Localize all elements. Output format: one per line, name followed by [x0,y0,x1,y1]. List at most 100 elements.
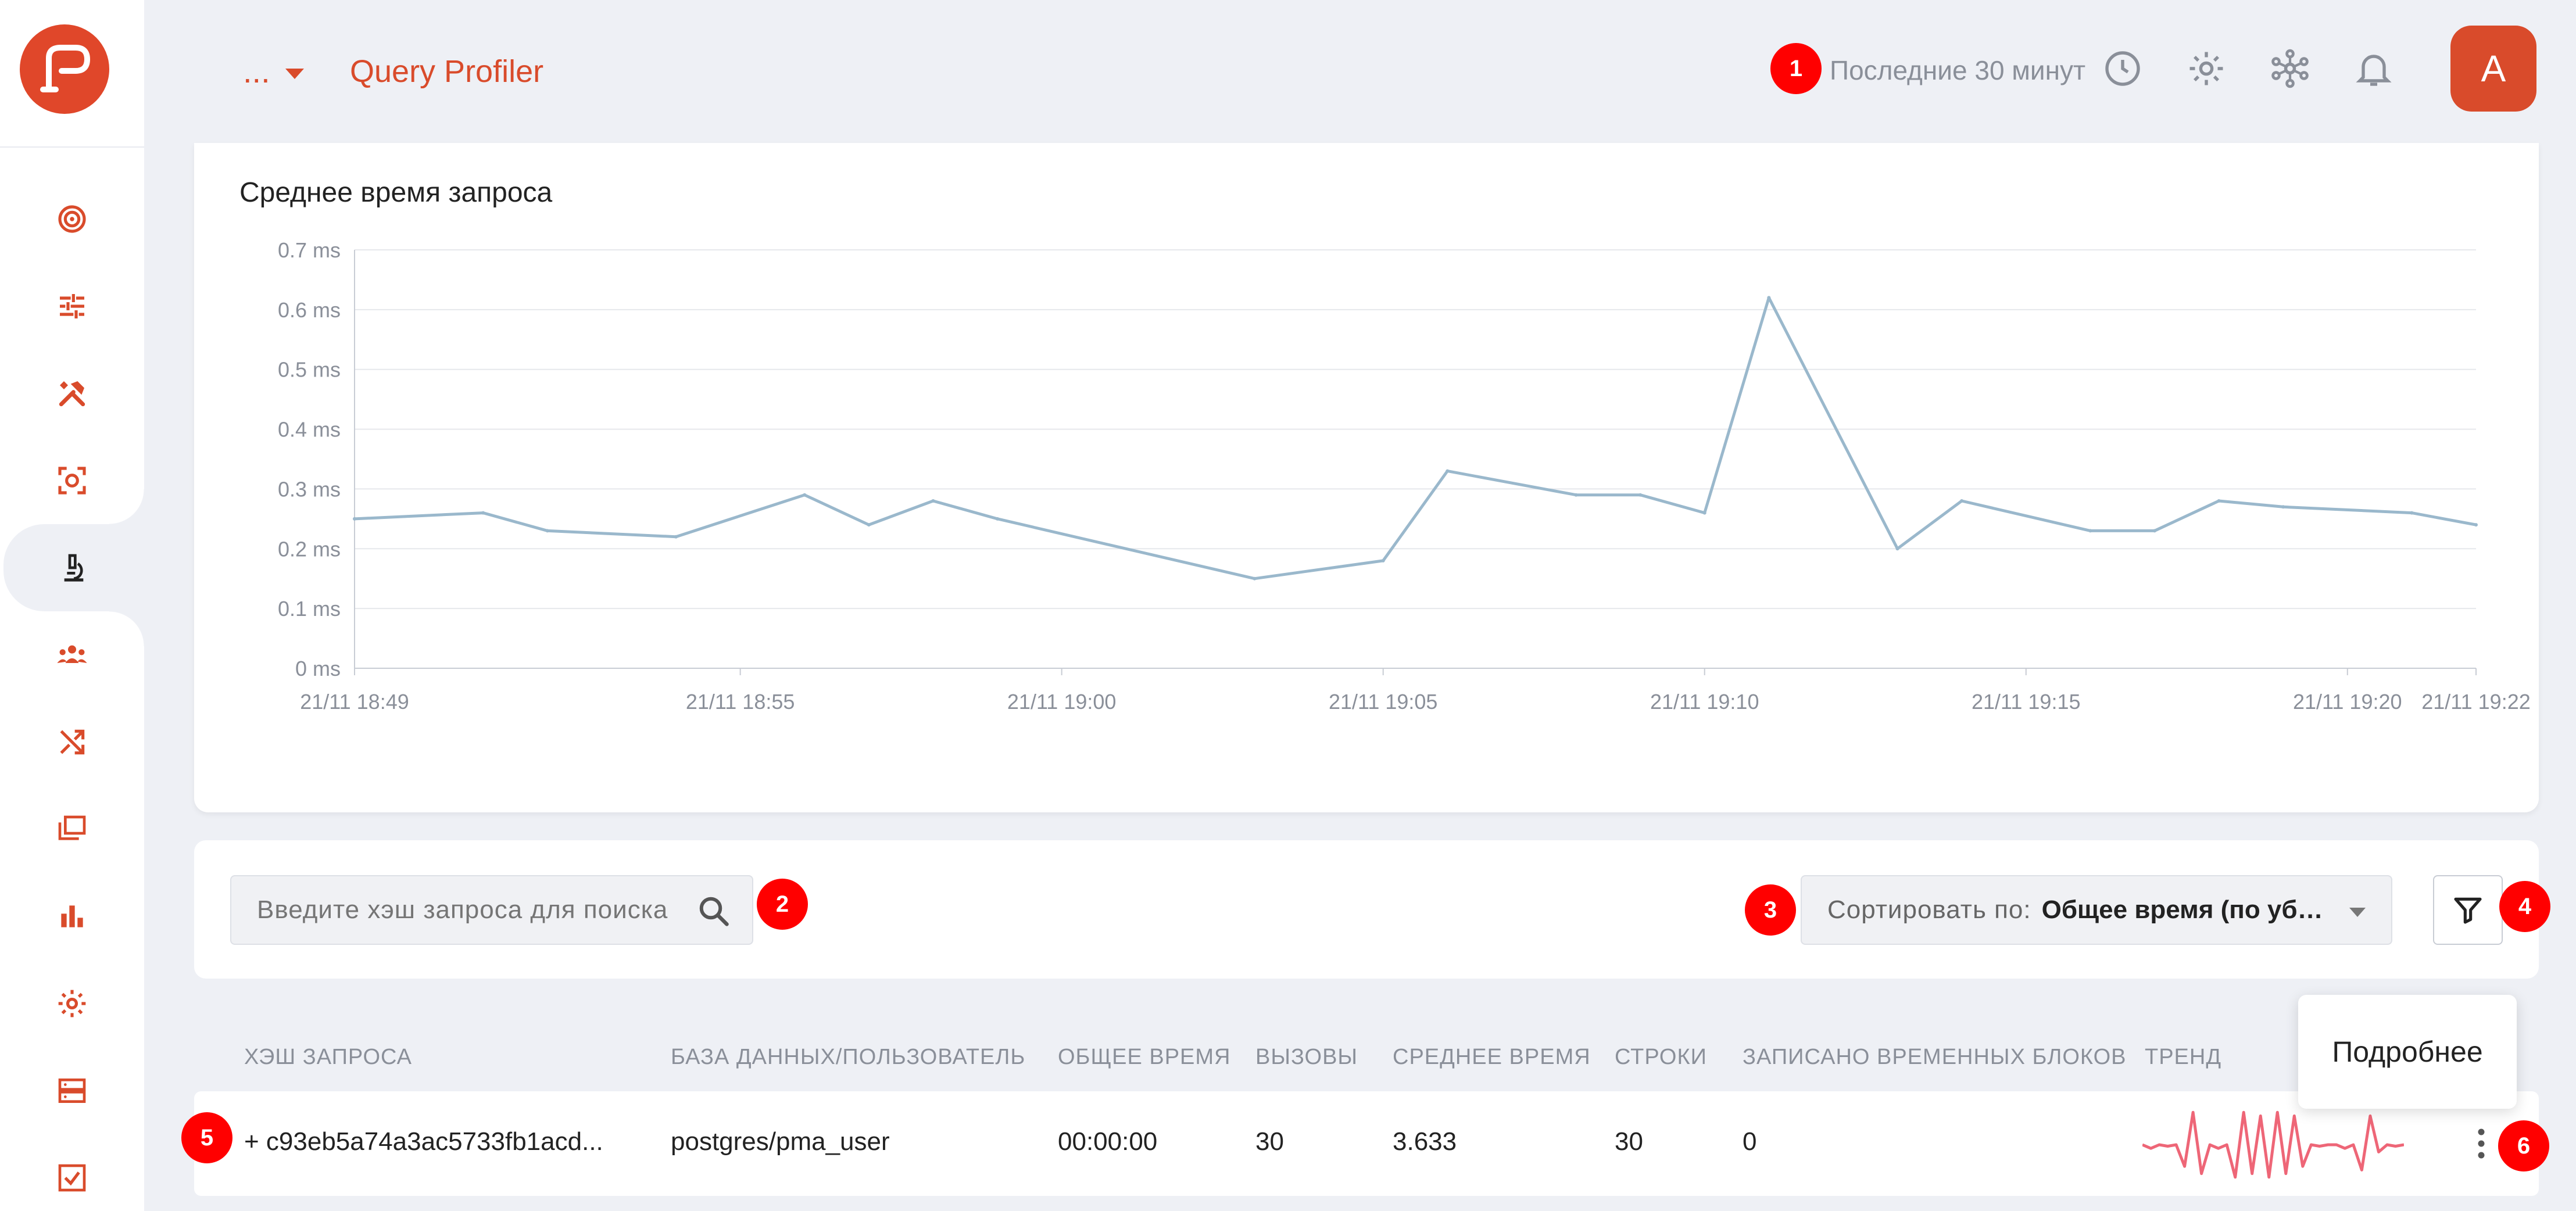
row-calls: 30 [1255,1127,1284,1156]
sidebar-item-tools[interactable] [0,350,144,437]
logo-icon [40,45,91,92]
annotation-badge-5: 5 [181,1112,232,1163]
sidebar-item-monitoring[interactable] [0,175,144,263]
y-tick-label: 0.4 ms [278,418,341,442]
server-icon [58,1079,86,1103]
annotation-badge-6: 6 [2498,1120,2549,1171]
sliders-icon [60,294,84,318]
row-total-time: 00:00:00 [1058,1127,1158,1156]
chevron-down-icon [285,68,304,79]
data-point [2217,499,2221,503]
column-header-calls[interactable]: ВЫЗОВЫ [1255,1045,1358,1069]
data-point [931,499,935,503]
sidebar-item-settings-tuning[interactable] [0,263,144,350]
x-tick-label: 21/11 18:49 [300,690,409,714]
x-tick-label: 21/11 19:10 [1650,690,1759,714]
search-input[interactable] [231,895,673,925]
column-header-hash[interactable]: ХЭШ ЗАПРОСА [244,1045,412,1069]
filter-button[interactable] [2433,875,2503,945]
trend-sparkline [2142,1110,2404,1179]
details-tooltip[interactable]: Подробнее [2298,995,2517,1109]
column-header-rows[interactable]: СТРОКИ [1615,1045,1707,1069]
sort-select[interactable]: Сортировать по: Общее время (по убыванию… [1801,875,2392,945]
sidebar-item-statistics[interactable] [0,873,144,960]
data-point [2088,529,2092,533]
gear-icon [58,990,86,1017]
x-tick-label: 21/11 18:55 [686,690,795,714]
folders-icon [58,815,86,840]
more-label: ... [243,53,270,89]
data-point [545,529,549,533]
user-avatar[interactable]: A [2450,26,2536,112]
settings-gear-icon[interactable] [2185,48,2227,89]
table-row[interactable] [194,1091,2539,1196]
data-point [1767,296,1771,300]
clock-icon[interactable] [2102,48,2144,89]
annotation-badge-2: 2 [757,879,808,930]
time-range-selector[interactable]: Последние 30 минут [1830,55,2086,85]
annotation-badge-3: 3 [1745,884,1796,936]
page-title: Query Profiler [350,54,544,89]
chart-title: Среднее время запроса [239,177,553,208]
network-icon[interactable] [2269,48,2311,89]
y-tick-label: 0.5 ms [278,358,341,382]
app-logo[interactable] [20,24,109,114]
column-header-total-time[interactable]: ОБЩЕЕ ВРЕМЯ [1058,1045,1231,1069]
row-rows: 30 [1615,1127,1643,1156]
sidebar-item-collections[interactable] [0,786,144,873]
data-point [1381,558,1385,562]
data-point [1446,469,1450,473]
row-avg-time: 3.633 [1393,1127,1457,1156]
data-point [803,493,807,497]
query-hash-search[interactable] [230,875,753,945]
target-icon [58,205,86,233]
avg-query-time-card [194,143,2539,812]
y-tick-label: 0.2 ms [278,537,341,561]
users-icon [57,645,87,663]
column-header-temp-blocks[interactable]: ЗАПИСАНО ВРЕМЕННЫХ БЛОКОВ [1743,1045,2127,1069]
row-temp-blocks: 0 [1743,1127,1757,1156]
x-tick-label: 21/11 19:20 [2293,690,2402,714]
sidebar-item-shuffle[interactable] [0,698,144,786]
data-point [1253,576,1257,581]
data-point [996,517,1000,521]
row-hash[interactable]: + c93eb5a74a3ac5733fb1acd... [244,1127,603,1156]
x-tick-label: 21/11 19:15 [1972,690,2081,714]
data-point [2281,505,2285,509]
data-point [353,517,356,521]
series-line [354,296,2477,581]
y-tick-label: 0.1 ms [278,597,341,621]
filter-icon [2454,897,2482,924]
y-tick-label: 0.7 ms [278,238,341,262]
sidebar-item-servers[interactable] [0,1047,144,1134]
sidebar-item-tasks[interactable] [0,1134,144,1211]
column-header-trend: ТРЕНД [2145,1045,2222,1069]
sidebar [0,0,144,1211]
x-tick-label: 21/11 19:05 [1329,690,1438,714]
header-more-dropdown[interactable]: ... [243,52,304,90]
search-icon[interactable] [696,894,731,929]
sidebar-item-scan[interactable] [0,437,144,524]
y-tick-label: 0 ms [295,657,341,680]
sidebar-item-users[interactable] [0,611,144,698]
sort-value: Общее время (по убыванию) [2041,895,2338,924]
sort-label: Сортировать по: [1827,895,2031,924]
avg-query-time-chart: 0 ms 0.1 ms 0.2 ms 0.3 ms 0.4 ms 0.5 ms 0.6 ms… [278,238,2531,714]
data-point [1702,511,1706,515]
column-header-db-user[interactable]: БАЗА ДАННЫХ/ПОЛЬЗОВАТЕЛЬ [671,1045,1026,1069]
annotation-badge-1: 1 [1770,43,1822,94]
x-tick-label: 21/11 19:22 [2421,690,2531,714]
data-point [674,535,678,539]
trend-line [2142,1110,2404,1179]
annotation-badge-4: 4 [2499,881,2550,932]
data-point [1960,499,1964,503]
bell-icon[interactable] [2353,48,2395,89]
kebab-menu-icon[interactable] [2467,1126,2496,1161]
data-point [867,523,871,527]
tools-icon [59,381,85,407]
sidebar-item-query-profiler[interactable] [3,489,144,646]
sidebar-item-configuration[interactable] [0,960,144,1047]
data-point [2410,511,2414,515]
checkbox-icon [58,1164,86,1192]
column-header-avg-time[interactable]: СРЕДНЕЕ ВРЕМЯ [1393,1045,1591,1069]
